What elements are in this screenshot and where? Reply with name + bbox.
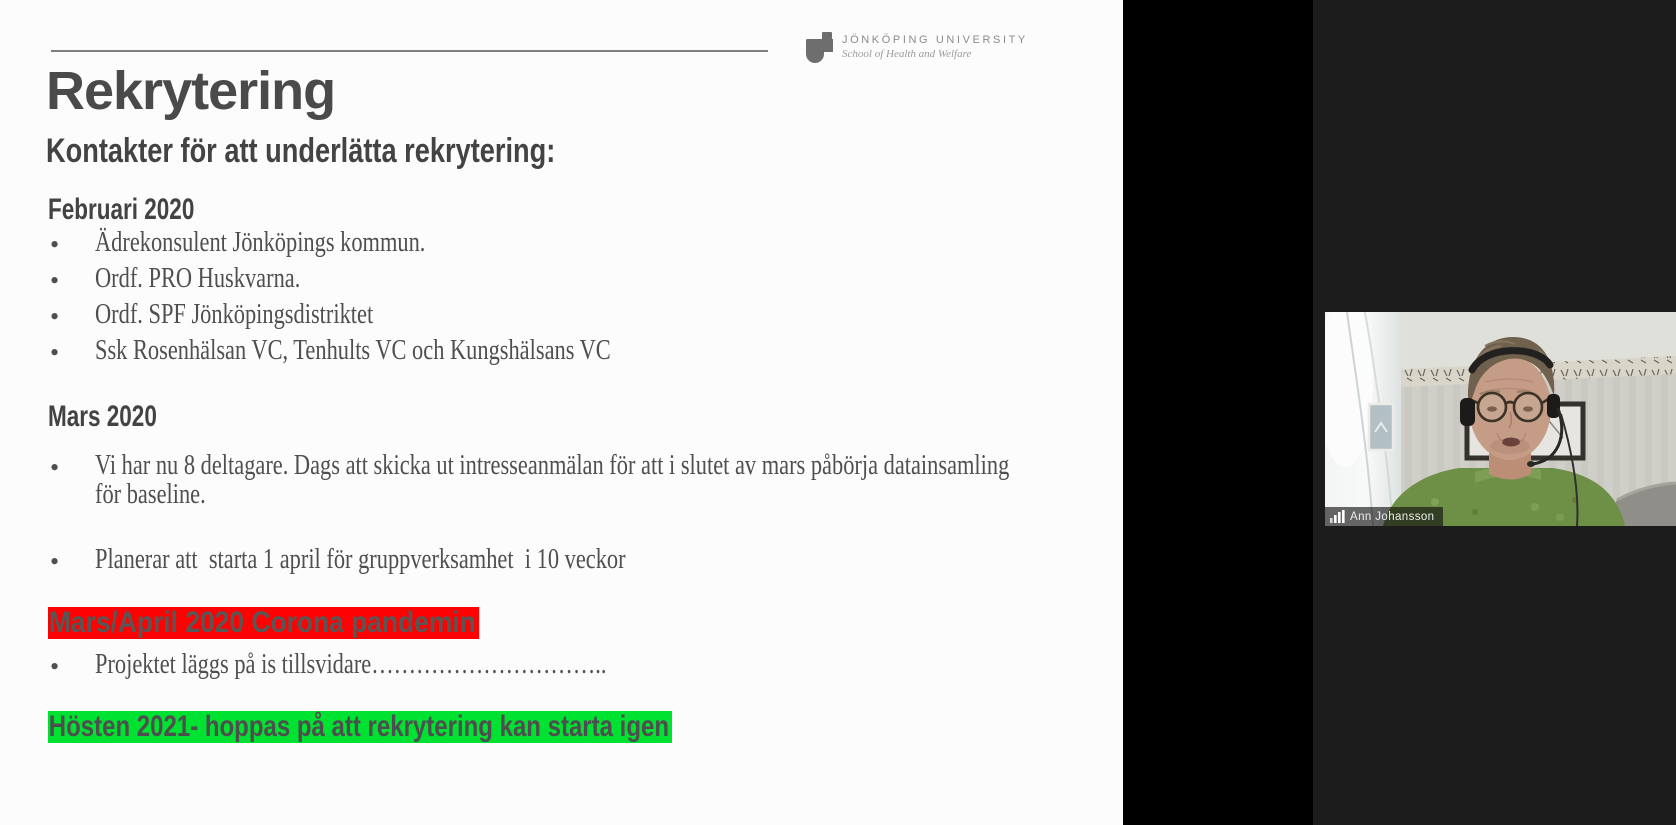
slide-title: Rekrytering	[46, 61, 336, 121]
bullet-item: • Projektet läggs på is tillsvidare………………	[50, 649, 607, 682]
ju-logo-icon	[806, 32, 833, 65]
participant-video-feed	[1325, 312, 1676, 526]
shared-slide: JÖNKÖPING UNIVERSITY School of Health an…	[0, 0, 1123, 825]
university-logo: JÖNKÖPING UNIVERSITY School of Health an…	[806, 32, 1028, 65]
logo-school-name: School of Health and Welfare	[842, 48, 972, 60]
slide-divider-line	[51, 50, 768, 52]
slide-subtitle: Kontakter för att underlätta rekrytering…	[46, 132, 556, 170]
bullet-item: • Ädrekonsulent Jönköpings kommun.	[50, 227, 426, 260]
section-heading-mars: Mars 2020	[48, 400, 157, 433]
letterbox-black-strip	[1123, 0, 1313, 825]
section-heading-februari: Februari 2020	[48, 193, 195, 226]
bullet-item: • Ordf. PRO Huskvarna.	[50, 263, 301, 296]
participant-name: Ann Johansson	[1350, 510, 1435, 523]
signal-strength-icon	[1330, 510, 1345, 523]
bullet-item: • Vi har nu 8 deltagare. Dags att skicka…	[50, 450, 1015, 510]
bullet-item: • Ssk Rosenhälsan VC, Tenhults VC och Ku…	[50, 335, 611, 368]
logo-university-name: JÖNKÖPING UNIVERSITY	[842, 34, 1028, 46]
participant-name-label: Ann Johansson	[1325, 507, 1444, 526]
participant-video-tile[interactable]: Ann Johansson	[1325, 312, 1676, 526]
bullet-item: • Ordf. SPF Jönköpingsdistriktet	[50, 299, 374, 332]
highlight-autumn-2021: Hösten 2021- hoppas på att rekrytering k…	[48, 711, 828, 743]
highlight-corona-pandemic: Mars/April 2020 Corona pandemin	[48, 607, 538, 639]
bullet-item: • Planerar att starta 1 april för gruppv…	[50, 544, 626, 577]
meeting-panel-background: Ann Johansson	[1313, 0, 1676, 825]
